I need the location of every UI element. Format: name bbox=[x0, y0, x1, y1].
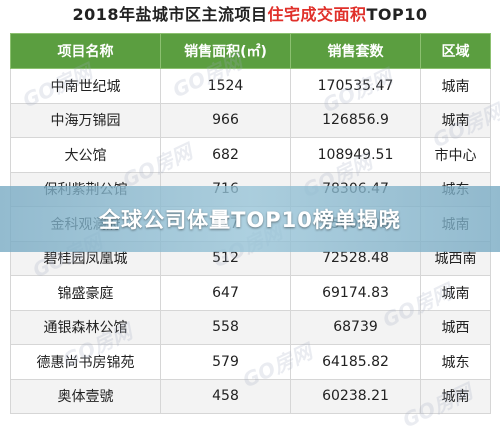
table-header-row: 项目名称 销售面积(㎡) 销售套数 区域 bbox=[10, 33, 491, 69]
title-highlight: 住宅成交面积 bbox=[267, 5, 367, 24]
cell-sales-units: 64185.82 bbox=[290, 344, 421, 380]
table-row: 通银森林公馆 558 68739 城西 bbox=[10, 309, 491, 345]
page-title: 2018年盐城市区主流项目住宅成交面积TOP10 bbox=[0, 0, 500, 30]
cell-region: 市中心 bbox=[420, 137, 491, 173]
table-row: 德惠尚书房锦苑 579 64185.82 城东 bbox=[10, 344, 491, 380]
cell-sales-units: 108949.51 bbox=[290, 137, 421, 173]
cell-project-name: 锦盛豪庭 bbox=[10, 275, 161, 311]
cell-sales-units: 69174.83 bbox=[290, 275, 421, 311]
header-region: 区域 bbox=[420, 33, 491, 69]
cell-sales-area: 966 bbox=[160, 102, 291, 138]
title-prefix: 2018年盐城市区主流项目 bbox=[72, 5, 268, 24]
header-sales-area: 销售面积(㎡) bbox=[160, 33, 291, 69]
title-suffix: TOP10 bbox=[366, 5, 428, 24]
cell-region: 城东 bbox=[420, 344, 491, 380]
table-row: 锦盛豪庭 647 69174.83 城南 bbox=[10, 275, 491, 311]
cell-region: 城南 bbox=[420, 68, 491, 104]
cell-project-name: 奥体壹號 bbox=[10, 378, 161, 414]
cell-project-name: 通银森林公馆 bbox=[10, 309, 161, 345]
header-sales-units: 销售套数 bbox=[290, 33, 421, 69]
cell-project-name: 德惠尚书房锦苑 bbox=[10, 344, 161, 380]
cell-sales-area: 558 bbox=[160, 309, 291, 345]
table-row: 中海万锦园 966 126856.9 城南 bbox=[10, 102, 491, 138]
cell-sales-units: 68739 bbox=[290, 309, 421, 345]
cell-region: 城南 bbox=[420, 102, 491, 138]
cell-sales-area: 647 bbox=[160, 275, 291, 311]
headline-banner: 全球公司体量TOP10榜单揭晓 bbox=[0, 186, 500, 252]
cell-sales-area: 682 bbox=[160, 137, 291, 173]
cell-sales-units: 170535.47 bbox=[290, 68, 421, 104]
cell-region: 城南 bbox=[420, 378, 491, 414]
cell-region: 城南 bbox=[420, 275, 491, 311]
table-row: 奥体壹號 458 60238.21 城南 bbox=[10, 378, 491, 414]
cell-project-name: 中海万锦园 bbox=[10, 102, 161, 138]
cell-sales-area: 579 bbox=[160, 344, 291, 380]
table-row: 中南世纪城 1524 170535.47 城南 bbox=[10, 68, 491, 104]
table-row: 大公馆 682 108949.51 市中心 bbox=[10, 137, 491, 173]
cell-sales-area: 1524 bbox=[160, 68, 291, 104]
banner-text: 全球公司体量TOP10榜单揭晓 bbox=[99, 208, 401, 232]
cell-project-name: 中南世纪城 bbox=[10, 68, 161, 104]
cell-project-name: 大公馆 bbox=[10, 137, 161, 173]
header-project-name: 项目名称 bbox=[10, 33, 161, 69]
cell-sales-units: 126856.9 bbox=[290, 102, 421, 138]
cell-sales-area: 458 bbox=[160, 378, 291, 414]
cell-region: 城西 bbox=[420, 309, 491, 345]
cell-sales-units: 60238.21 bbox=[290, 378, 421, 414]
